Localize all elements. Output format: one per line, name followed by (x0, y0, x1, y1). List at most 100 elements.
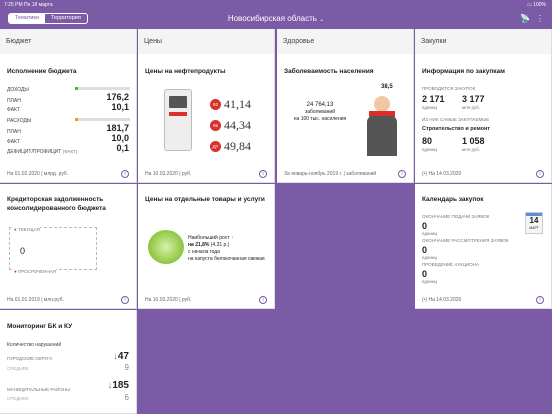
card-title: Информация по закупкам (422, 68, 505, 75)
info-icon[interactable]: i (121, 170, 129, 178)
urban-label: ГОРОДСКИЕ ОКРУГА (7, 356, 53, 361)
card-footer: На 10.03.2020 | руб. (145, 297, 192, 303)
deadline-unit: единиц (422, 231, 438, 236)
card-title: Календарь закупок (422, 196, 484, 203)
deficit-value: 0,1 (116, 143, 129, 153)
fuel-price: 49,84 (224, 139, 251, 153)
column-header-purchases: Закупки (415, 29, 552, 54)
fuel-grade-badge: 92 (210, 99, 221, 110)
card-payables[interactable]: Кредиторская задолженность консолидирова… (0, 184, 137, 309)
info-icon[interactable]: i (259, 296, 267, 304)
info-icon[interactable]: i (536, 296, 544, 304)
municipal-avg-label: СРЕДНЕЕ (7, 396, 29, 401)
card-title: Заболеваемость населения (284, 68, 374, 75)
expense-fact-label: ФАКТ (7, 139, 20, 145)
tab-territory[interactable]: Территория (50, 15, 81, 21)
card-procurement[interactable]: Информация по закупкам ПРОВОДИТСЯ ЗАКУПО… (415, 54, 552, 183)
fuel-price: 41,14 (224, 97, 251, 111)
category-count-unit: единиц (422, 147, 438, 152)
expense-label: РАСХОДЫ (7, 118, 32, 124)
income-fact-label: ФАКТ (7, 107, 20, 113)
municipal-value: ↓185 (107, 380, 129, 391)
municipal-avg-value: 6 (124, 393, 129, 402)
column-health: Здоровье (277, 29, 414, 54)
top-purchased-label: ИЗ НИХ САМЫЕ ЗАКУПАЕМЫЕ (422, 117, 490, 122)
status-time: 7:25 PM Пн 18 марта (4, 2, 53, 8)
overdue-legend: ● ПРОСРОЧЕННАЯ (14, 269, 56, 274)
card-title-line2: консолидированного бюджета (7, 205, 106, 212)
current-legend: ● ТЕКУЩАЯ (14, 227, 40, 232)
card-fuel-prices[interactable]: Цены на нефтепродукты 92 41,14 95 44,34 ДТ 49… (138, 54, 275, 183)
income-plan-value: 176,2 (106, 92, 129, 102)
cabbage-icon (148, 230, 184, 264)
deadline-value: 0 (422, 221, 428, 231)
calendar-icon: 14 МАРТ (525, 212, 543, 234)
card-footer: (•) На 14.03.2020 (422, 171, 462, 177)
link-icon: (•) (422, 171, 428, 177)
expense-bar (75, 118, 130, 121)
more-menu-icon[interactable]: ⋮ (536, 14, 544, 23)
link-icon: (•) (422, 297, 428, 303)
fuel-pump-icon (164, 89, 192, 151)
card-title: Цены на отдельные товары и услуги (145, 196, 265, 203)
fuel-price: 44,34 (224, 118, 251, 132)
card-title: Цены на нефтепродукты (145, 68, 226, 75)
ongoing-sum: 3 177 (462, 94, 485, 104)
chevron-down-icon: ⌄ (319, 17, 325, 23)
expense-fact-value: 10,0 (111, 133, 129, 143)
ongoing-label: ПРОВОДИТСЯ ЗАКУПОК (422, 86, 476, 91)
review-label: ОКОНЧАНИЕ РАССМОТРЕНИЯ ЗАЯВОК (422, 238, 509, 243)
deadline-label: ОКОНЧАНИЕ ПОДАЧИ ЗАЯВОК (422, 214, 490, 219)
card-budget-execution[interactable]: Исполнение бюджета ДОХОДЫ ПЛАН 176,2 ФАК… (0, 54, 137, 183)
temperature-value: 38,5 (381, 84, 393, 90)
growth-label: Наибольший рост (188, 235, 230, 241)
income-label: ДОХОДЫ (7, 87, 29, 93)
income-fact-value: 10,1 (111, 102, 129, 112)
fuel-row: 92 41,14 (210, 94, 251, 115)
card-procurement-calendar[interactable]: Календарь закупок ОКОНЧАНИЕ ПОДАЧИ ЗАЯВО… (415, 184, 552, 309)
column-prices: Цены (138, 29, 275, 54)
card-title: Кредиторская задолженность (7, 196, 104, 203)
fuel-row: 95 44,34 (210, 115, 251, 136)
card-title: Исполнение бюджета (7, 68, 77, 75)
calendar-day: 14 (529, 216, 539, 225)
card-footer: За январь-ноябрь 2019 г. | заболеваний (284, 171, 377, 177)
battery-icon: ▭ 100% (527, 2, 546, 8)
category-sum: 1 058 (462, 136, 485, 146)
antenna-icon[interactable]: 📡 (520, 14, 530, 23)
card-monitoring[interactable]: Мониторинг БК и КУ Количество нарушений … (0, 310, 137, 414)
urban-value: ↓47 (112, 351, 129, 362)
fuel-list: 92 41,14 95 44,34 ДТ 49,84 (210, 94, 251, 157)
morbidity-value: 24 764,13 (306, 102, 334, 108)
expense-plan-value: 181,7 (106, 123, 129, 133)
violations-label: Количество нарушений (7, 342, 62, 348)
morbidity-stat: 24 764,13 заболеваний на 100 тыс. населе… (285, 102, 355, 123)
card-title: Мониторинг БК и КУ (7, 323, 73, 330)
expense-plan-label: ПЛАН (7, 129, 21, 135)
info-icon[interactable]: i (121, 296, 129, 304)
arrow-down-icon: ↓ (107, 380, 113, 391)
region-selector[interactable]: Новосибирская область ⌄ (0, 13, 552, 26)
card-footer: На 01.02.2020 | млрд. руб. (7, 171, 69, 177)
auction-value: 0 (422, 269, 428, 279)
auction-label: ПРОВЕДЕНИЕ АУКЦИОНА (422, 262, 480, 267)
ongoing-count: 2 171 (422, 94, 445, 104)
fuel-row: ДТ 49,84 (210, 136, 251, 157)
arrow-down-icon: ↓ (112, 351, 118, 362)
category-sum-unit: млн руб. (462, 147, 481, 152)
sick-person-icon (365, 96, 399, 160)
card-morbidity[interactable]: Заболеваемость населения 24 764,13 забол… (277, 54, 414, 183)
category-count: 80 (422, 136, 433, 146)
column-header-health: Здоровье (277, 29, 414, 54)
column-header-budget: Бюджет (0, 29, 137, 54)
income-plan-label: ПЛАН (7, 98, 21, 104)
column-budget: Бюджет (0, 29, 137, 54)
info-icon[interactable]: i (398, 170, 406, 178)
card-goods-prices[interactable]: Цены на отдельные товары и услуги Наибол… (138, 184, 275, 309)
goods-growth-info: Наибольший рост ↑ на 21,8% (4,31 р.) с н… (188, 235, 265, 262)
urban-avg-label: СРЕДНЕЕ (7, 366, 29, 371)
info-icon[interactable]: i (536, 170, 544, 178)
tab-topics[interactable]: Тематики (9, 14, 45, 23)
top-bar: Тематики Территория Новосибирская област… (0, 10, 552, 28)
info-icon[interactable]: i (259, 170, 267, 178)
